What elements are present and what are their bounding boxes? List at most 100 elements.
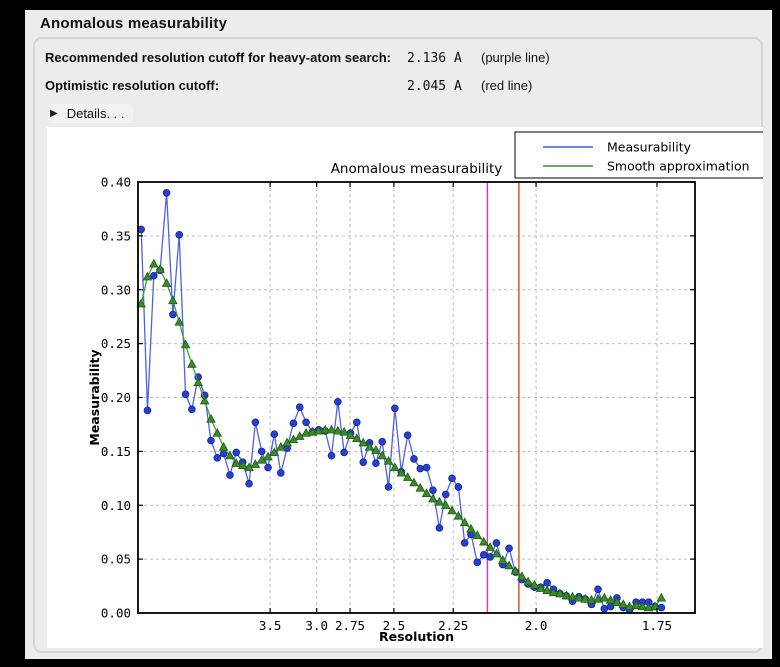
data-point-triangle [383,455,394,465]
data-point-triangle [402,472,413,481]
data-point-triangle [155,264,165,273]
data-point-triangle [320,424,330,434]
data-point-circle [473,558,482,567]
data-point-triangle [199,395,210,405]
data-point-triangle [459,517,470,527]
data-point-circle [460,539,469,547]
data-point-circle [169,310,177,319]
data-point-triangle [643,602,654,612]
tick-labels: 3.5 3.0 2.75 2.5 2.25 2.0 1.75 0.00 0.05 0.10 0.15… [101,175,672,634]
data-point-triangle [491,548,502,558]
data-point-triangle [326,424,337,434]
data-point-triangle [333,425,343,435]
x-tick-label: 1.75 [642,618,672,633]
data-point-circle [372,459,380,468]
data-point-circle [277,469,285,477]
data-point-triangle [371,445,381,454]
data-point-triangle [605,594,616,604]
data-point-circle [181,390,190,399]
data-point-triangle [193,377,203,387]
data-point-circle [143,406,152,415]
data-point-triangle [440,500,451,509]
data-point-triangle [358,437,369,447]
legend-label: Measurability [607,140,692,155]
series-smooth-approximation [136,258,667,612]
data-point-circle [384,483,393,491]
data-point-circle [289,419,298,428]
data-point-triangle [612,597,622,606]
data-point-triangle [136,298,146,308]
data-point-circle [270,430,279,438]
data-point-circle [226,471,234,479]
y-tick-label: 0.35 [101,228,131,243]
data-point-circle [594,585,602,594]
data-point-circle [600,604,609,613]
data-point-circle [391,404,399,413]
y-tick-label: 0.10 [101,498,131,513]
data-point-circle [429,486,437,494]
data-point-triangle [269,447,280,457]
x-tick-label: 2.75 [335,618,365,633]
data-point-triangle [231,458,242,467]
content-panel: Recommended resolution cutoff for heavy-… [33,37,766,653]
data-point-triangle [307,426,318,436]
x-tick-label: 2.5 [383,618,406,633]
legend: Measurability Smooth approximation [514,131,766,179]
optimistic-cutoff-value: 2.045 A [407,79,462,94]
data-point-triangle [276,441,286,451]
data-point-triangle [656,592,667,602]
data-point-triangle [428,493,438,503]
x-tick-label: 3.5 [259,618,282,633]
data-point-circle [175,230,184,239]
data-point-triangle [586,594,597,604]
data-point-circle [251,418,260,427]
data-point-triangle [548,587,559,597]
data-point-triangle [497,555,508,564]
data-point-triangle [237,460,248,469]
data-point-triangle [510,565,521,575]
legend-label: Smooth approximation [607,159,750,174]
data-point-circle [454,483,463,491]
y-tick-label: 0.00 [101,606,131,621]
data-point-triangle [517,571,527,580]
optimistic-cutoff-label: Optimistic resolution cutoff: [45,78,220,93]
data-point-triangle [225,450,235,460]
recommended-cutoff-label: Recommended resolution cutoff for heavy-… [45,50,392,65]
optimistic-cutoff-note: (red line) [481,78,533,93]
data-point-circle [245,479,253,488]
data-point-triangle [485,542,495,551]
data-point-triangle [618,599,629,608]
data-point-triangle [466,523,476,533]
section-title: Anomalous measurability [40,15,228,32]
data-point-circle [207,436,215,445]
data-point-triangle [352,433,362,443]
data-point-triangle [593,593,603,603]
data-point-triangle [149,258,159,268]
grid-lines [138,182,695,613]
data-point-circle [410,455,418,463]
details-disclosure-button[interactable]: ▶ Details. . . [48,104,133,123]
data-point-circle [213,454,222,462]
data-point-triangle [504,560,514,570]
data-point-triangle [339,426,349,436]
data-point-circle [149,271,158,280]
x-axis-label: Resolution [379,629,454,644]
optimistic-cutoff-row: Optimistic resolution cutoff: 2.045 A (r… [45,78,532,94]
data-point-triangle [263,451,273,461]
data-point-circle [302,418,310,427]
data-point-circle [359,458,368,466]
data-point-triangle [301,427,311,437]
data-point-triangle [536,583,546,592]
data-point-triangle [218,441,229,451]
anomalous-measurability-chart: 3.5 3.0 2.75 2.5 2.25 2.0 1.75 0.00 0.05 0.10 0.15… [87,131,766,644]
data-point-circle [162,188,171,197]
data-point-circle [295,403,304,411]
data-point-triangle [542,585,552,594]
details-label: Details. . . [66,106,125,121]
recommended-cutoff-value: 2.136 A [407,51,462,66]
data-point-triangle [650,601,660,611]
data-point-circle [492,539,501,547]
data-point-triangle [180,339,191,349]
data-point-circle [416,464,425,473]
data-point-triangle [396,467,407,477]
